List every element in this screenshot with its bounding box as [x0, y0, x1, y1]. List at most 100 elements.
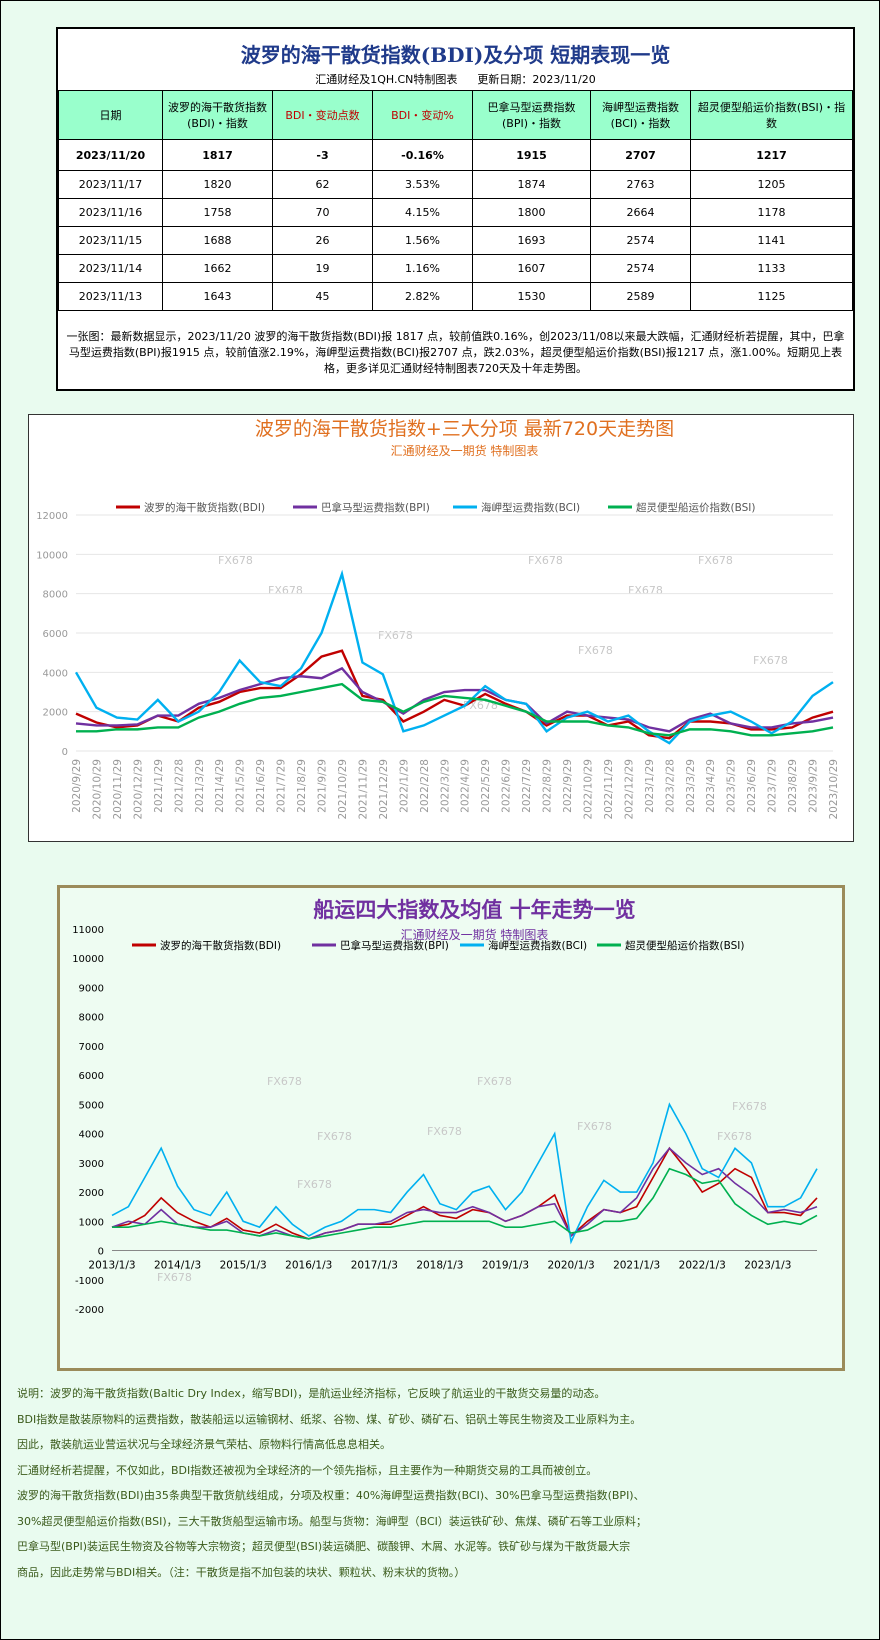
- table-cell: 2707: [590, 139, 691, 171]
- y-tick-label: 10000: [72, 954, 104, 965]
- chart-title: 波罗的海干散货指数+三大分项 最新720天走势图: [255, 418, 674, 440]
- legend-label: 波罗的海干散货指数(BDI): [144, 501, 265, 514]
- note-line: BDI指数是散装原物料的运费指数，散装船运以运输钢材、纸浆、谷物、煤、矿砂、磷矿…: [17, 1412, 642, 1426]
- x-tick-label: 2021/12/29: [378, 759, 390, 820]
- x-tick-label: 2023/9/29: [808, 759, 820, 813]
- column-header: 超灵便型船运价指数(BSI)・指数: [690, 90, 853, 140]
- chart-subtitle: 汇通财经及一期货 特制图表: [391, 443, 539, 458]
- series-line: [111, 1147, 818, 1240]
- x-tick-label: 2022/7/29: [521, 759, 533, 813]
- x-tick-label: 2022/4/29: [460, 759, 472, 813]
- note-line: 说明：波罗的海干散货指数(Baltic Dry Index，缩写BDI)，是航运…: [17, 1387, 606, 1400]
- table-cell: 1125: [690, 282, 853, 311]
- y-tick-label: 9000: [79, 983, 104, 994]
- table-row: 2023/11/15 1688 26 1.56% 1693 2574 1141: [58, 226, 853, 255]
- x-tick-label: 2019/1/3: [482, 1260, 529, 1272]
- note-line: 波罗的海干散货指数(BDI)由35条典型干散货航线组成，分项及权重：40%海岬型…: [17, 1489, 645, 1502]
- table-cell: 2023/11/15: [58, 226, 163, 255]
- table-cell: 1758: [162, 198, 273, 227]
- x-tick-label: 2014/1/3: [154, 1260, 201, 1272]
- series-line: [76, 682, 834, 737]
- y-tick-label: -1000: [75, 1276, 104, 1287]
- x-tick-label: 2022/8/29: [542, 759, 554, 813]
- notes: 说明：波罗的海干散货指数(Baltic Dry Index，缩写BDI)，是航运…: [17, 1381, 647, 1585]
- table-cell: 1141: [690, 226, 853, 255]
- table-cell: -0.16%: [372, 139, 473, 171]
- legend-label: 超灵便型船运价指数(BSI): [636, 501, 755, 514]
- table-cell: 2589: [590, 282, 691, 311]
- x-tick-label: 2020/1/3: [547, 1260, 594, 1272]
- y-tick-label: 5000: [79, 1100, 104, 1111]
- x-tick-label: 2016/1/3: [285, 1260, 332, 1272]
- column-header: 巴拿马型运费指数(BPI)・指数: [472, 90, 591, 140]
- x-tick-label: 2022/6/29: [501, 759, 513, 813]
- table-cell: 2023/11/13: [58, 282, 163, 311]
- series-line: [111, 1146, 818, 1240]
- table-cell: 1800: [472, 198, 591, 227]
- y-tick-label: 1000: [79, 1217, 104, 1228]
- column-header: BDI・变动%: [372, 90, 473, 140]
- summary-panel: 波罗的海干散货指数(BDI)及分项 短期表现一览 汇通财经及1QH.CN特制图表…: [56, 27, 855, 391]
- x-tick-label: 2022/1/29: [398, 759, 410, 813]
- x-tick-label: 2023/4/29: [705, 759, 717, 813]
- table-cell: 1817: [162, 139, 273, 171]
- table-cell: 2574: [590, 226, 691, 255]
- x-tick-label: 2023/6/29: [746, 759, 758, 813]
- watermark: FX678: [753, 654, 788, 667]
- table-row: 2023/11/13 1643 45 2.82% 1530 2589 1125: [58, 282, 853, 311]
- table-cell: 1874: [472, 170, 591, 199]
- legend-label: 海岬型运费指数(BCI): [488, 939, 587, 952]
- table-cell: 2763: [590, 170, 691, 199]
- x-tick-label: 2023/5/29: [726, 759, 738, 813]
- x-tick-label: 2022/12/29: [623, 759, 635, 820]
- x-tick-label: 2021/5/29: [235, 759, 247, 813]
- x-tick-label: 2015/1/3: [220, 1260, 267, 1272]
- y-tick-label: 8000: [43, 590, 68, 601]
- y-tick-label: 0: [62, 747, 68, 758]
- watermark: FX678: [528, 554, 563, 567]
- y-tick-label: 11000: [72, 925, 104, 936]
- x-tick-label: 2017/1/3: [351, 1260, 398, 1272]
- y-tick-label: 10000: [36, 550, 68, 561]
- x-tick-label: 2021/3/29: [194, 759, 206, 813]
- table-subtitle: 汇通财经及1QH.CN特制图表 更新日期：2023/11/20: [58, 71, 853, 87]
- table-row: 2023/11/17 1820 62 3.53% 1874 2763 1205: [58, 170, 853, 199]
- table-cell: 1530: [472, 282, 591, 311]
- x-tick-label: 2023/3/29: [685, 759, 697, 813]
- x-tick-label: 2021/8/29: [296, 759, 308, 813]
- table-cell: 2023/11/20: [58, 139, 163, 171]
- index-table: 日期 波罗的海干散货指数(BDI)・指数 BDI・变动点数 BDI・变动% 巴拿马型运费…: [58, 90, 853, 311]
- column-header: 波罗的海干散货指数(BDI)・指数: [162, 90, 273, 140]
- watermark: FX678: [732, 1100, 767, 1113]
- watermark: FX678: [378, 629, 413, 642]
- x-tick-label: 2018/1/3: [416, 1260, 463, 1272]
- legend-label: 波罗的海干散货指数(BDI): [160, 939, 281, 952]
- source: 汇通财经及1QH.CN特制图表: [315, 73, 458, 86]
- legend-label: 巴拿马型运费指数(BPI): [321, 501, 430, 514]
- table-cell: 1688: [162, 226, 273, 255]
- x-tick-label: 2020/9/29: [71, 759, 83, 813]
- table-cell: 1205: [690, 170, 853, 199]
- series-line: [75, 666, 834, 733]
- watermark: FX678: [578, 644, 613, 657]
- x-tick-label: 2021/10/29: [337, 759, 349, 820]
- table-cell: 62: [272, 170, 373, 199]
- table-cell: 1217: [690, 139, 853, 171]
- x-tick-label: 2023/1/3: [744, 1260, 791, 1272]
- y-tick-label: 7000: [79, 1042, 104, 1053]
- update-date: 更新日期：2023/11/20: [477, 73, 596, 86]
- table-row: 2023/11/14 1662 19 1.16% 1607 2574 1133: [58, 254, 853, 283]
- series-line: [111, 1102, 818, 1245]
- x-tick-label: 2020/10/29: [91, 759, 103, 820]
- column-header: BDI・变动点数: [272, 90, 373, 140]
- note-line: 因此，散装航运业营运状况与全球经济景气荣枯、原物料行情高低息息相关。: [17, 1438, 391, 1451]
- y-tick-label: 2000: [79, 1188, 104, 1199]
- table-title: 波罗的海干散货指数(BDI)及分项 短期表现一览: [240, 43, 671, 67]
- x-tick-label: 2021/2/28: [173, 759, 185, 813]
- table-cell: 4.15%: [372, 198, 473, 227]
- watermark: FX678: [427, 1125, 462, 1138]
- note-line: 商品，因此走势常与BDI相关。（注：干散货是指不加包装的块状、颗粒状、粉末状的货…: [17, 1565, 466, 1579]
- table-cell: 1.56%: [372, 226, 473, 255]
